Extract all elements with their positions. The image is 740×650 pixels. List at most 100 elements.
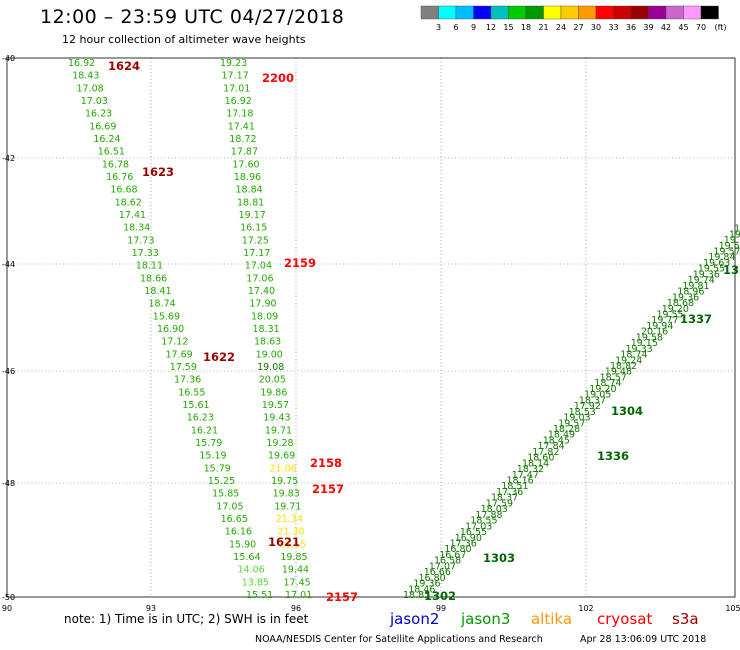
legend-label: 70 <box>696 23 706 32</box>
latitude-tick-label: -44 <box>2 260 15 269</box>
wave-height-value: 16.66 <box>424 567 451 578</box>
wave-height-value: 15.79 <box>195 438 222 449</box>
wave-height-value: 18.45 <box>543 435 570 446</box>
wave-height-value: 17.92 <box>574 401 601 412</box>
wave-height-value: 19.57 <box>558 418 585 429</box>
wave-height-value: 18.60 <box>527 453 554 464</box>
wave-height-value: 17.60 <box>232 159 259 170</box>
wave-height-value: 17.36 <box>496 487 523 498</box>
wave-height-value: 16.21 <box>191 425 218 436</box>
wave-height-value: 19.48 <box>605 367 632 378</box>
wave-height-value: 18.34 <box>123 223 150 234</box>
wave-height-value: 18.11 <box>136 261 163 272</box>
map-grid <box>7 58 735 597</box>
longitude-tick-label: 102 <box>578 604 593 613</box>
wave-height-value: 19.44 <box>282 565 309 576</box>
legend-swatch <box>595 5 614 20</box>
legend-swatch <box>508 5 527 20</box>
page-subtitle: 12 hour collection of altimeter wave hei… <box>62 33 306 46</box>
wave-height-value: 17.03 <box>465 521 492 532</box>
wave-height-value: 19.16 <box>724 235 740 246</box>
legend-label: 36 <box>626 23 636 32</box>
wave-height-value: 17.03 <box>81 96 108 107</box>
wave-height-value: 17.40 <box>248 286 275 297</box>
legend-swatch <box>630 5 649 20</box>
wave-height-value: 17.41 <box>119 210 146 221</box>
wave-height-value: 18.46 <box>408 584 435 595</box>
legend-label: 45 <box>678 23 688 32</box>
wave-height-value: 15.85 <box>212 489 239 500</box>
wave-height-value: 19.36 <box>672 292 699 303</box>
pass-time-label: 1336 <box>597 449 629 463</box>
pass-time-label: 1302 <box>424 589 456 603</box>
legend-label: 15 <box>503 23 513 32</box>
wave-height-value: 18.66 <box>140 273 167 284</box>
wave-height-value: 18.81 <box>237 197 264 208</box>
legend-label: 18 <box>521 23 531 32</box>
wave-height-value: 18.16 <box>507 476 534 487</box>
wave-height-value: 13.85 <box>242 577 269 588</box>
wave-height-value: 17.17 <box>243 248 270 259</box>
satellite-label-cryosat: cryosat <box>597 610 653 628</box>
wave-height-value: 17.36 <box>174 375 201 386</box>
wave-height-value: 19.36 <box>693 269 720 280</box>
wave-height-value: 18.37 <box>491 493 518 504</box>
wave-height-value: 17.59 <box>170 362 197 373</box>
wave-height-value: 17.87 <box>231 147 258 158</box>
wave-height-value: 18.49 <box>548 430 575 441</box>
longitude-tick-label: 96 <box>291 604 301 613</box>
wave-height-value: 17.12 <box>161 337 188 348</box>
wave-height-value: 17.17 <box>222 71 249 82</box>
wave-height-value: 19.84 <box>708 252 735 263</box>
pass-time-label: 2157 <box>312 482 344 496</box>
wave-height-value: 17.06 <box>246 273 273 284</box>
wave-height-value: 19.42 <box>729 229 740 240</box>
wave-height-value: 17.73 <box>127 235 154 246</box>
pass-time-label: 2158 <box>310 456 342 470</box>
legend-swatch <box>700 5 719 20</box>
wave-height-value: 19.94 <box>646 321 673 332</box>
wave-height-value: 19.77 <box>651 315 678 326</box>
wave-height-value: 15.19 <box>199 451 226 462</box>
wave-height-value: 17.59 <box>486 498 513 509</box>
longitude-tick-label: 99 <box>436 604 446 613</box>
wave-height-value: 16.55 <box>460 527 487 538</box>
wave-height-value: 18.28 <box>553 424 580 435</box>
legend-swatch <box>613 5 632 20</box>
track-descending-b: 19.2317.1717.0116.9217.1817.4118.7217.87… <box>220 58 312 601</box>
pass-time-label: 1622 <box>203 350 235 364</box>
wave-height-value: 17.04 <box>245 261 272 272</box>
wave-height-value: 16.68 <box>110 185 137 196</box>
color-legend: 3 6 9 12 15 18 21 24 27 30 33 36 39 42 45 70 (ft) <box>420 5 727 32</box>
legend-label: 21 <box>538 23 548 32</box>
legend-label: 9 <box>471 23 476 32</box>
wave-height-value: 15.61 <box>182 400 209 411</box>
wave-height-value: 15.79 <box>204 463 231 474</box>
pass-time-label: 1303 <box>483 551 515 565</box>
wave-height-value: 17.82 <box>532 447 559 458</box>
legend-swatch <box>420 5 439 20</box>
wave-height-value: 19.17 <box>239 210 266 221</box>
wave-height-value: 16.16 <box>225 527 252 538</box>
pass-time-label: 1337 <box>723 263 740 277</box>
wave-height-value: 19.20 <box>662 304 689 315</box>
legend-swatch <box>578 5 597 20</box>
wave-height-value: 18.37 <box>579 395 606 406</box>
wave-height-value: 16.92 <box>225 96 252 107</box>
wave-height-value: 19.08 <box>257 362 284 373</box>
wave-height-value: 16.90 <box>157 324 184 335</box>
wave-height-value: 18.85 <box>403 590 430 601</box>
wave-height-value: 21.15 <box>279 539 306 550</box>
track-ascending-c: 18.8518.4619.3616.8016.6617.0716.5816.67… <box>403 218 740 601</box>
wave-height-value: 18.41 <box>144 286 171 297</box>
wave-height-value: 17.41 <box>228 121 255 132</box>
pass-time-label: 1337 <box>680 312 712 326</box>
wave-height-value: 17.47 <box>512 470 539 481</box>
wave-height-value: 15.69 <box>153 311 180 322</box>
latitude-tick-label: -48 <box>2 479 15 488</box>
wave-height-value: 17.01 <box>223 83 250 94</box>
pass-time-label: 2157 <box>326 590 358 604</box>
pass-time-label: 1623 <box>142 165 174 179</box>
wave-height-value: 19.33 <box>626 344 653 355</box>
